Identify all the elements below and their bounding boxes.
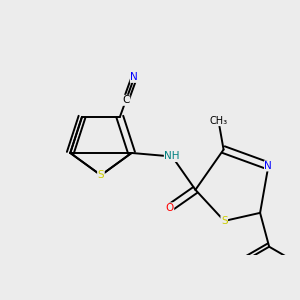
Text: C: C bbox=[122, 95, 130, 105]
Text: O: O bbox=[166, 203, 174, 213]
Text: CH₃: CH₃ bbox=[209, 116, 227, 126]
Text: N: N bbox=[130, 72, 138, 82]
Text: S: S bbox=[221, 216, 228, 226]
Text: NH: NH bbox=[164, 152, 180, 161]
Text: N: N bbox=[265, 161, 272, 171]
Text: S: S bbox=[98, 170, 104, 180]
